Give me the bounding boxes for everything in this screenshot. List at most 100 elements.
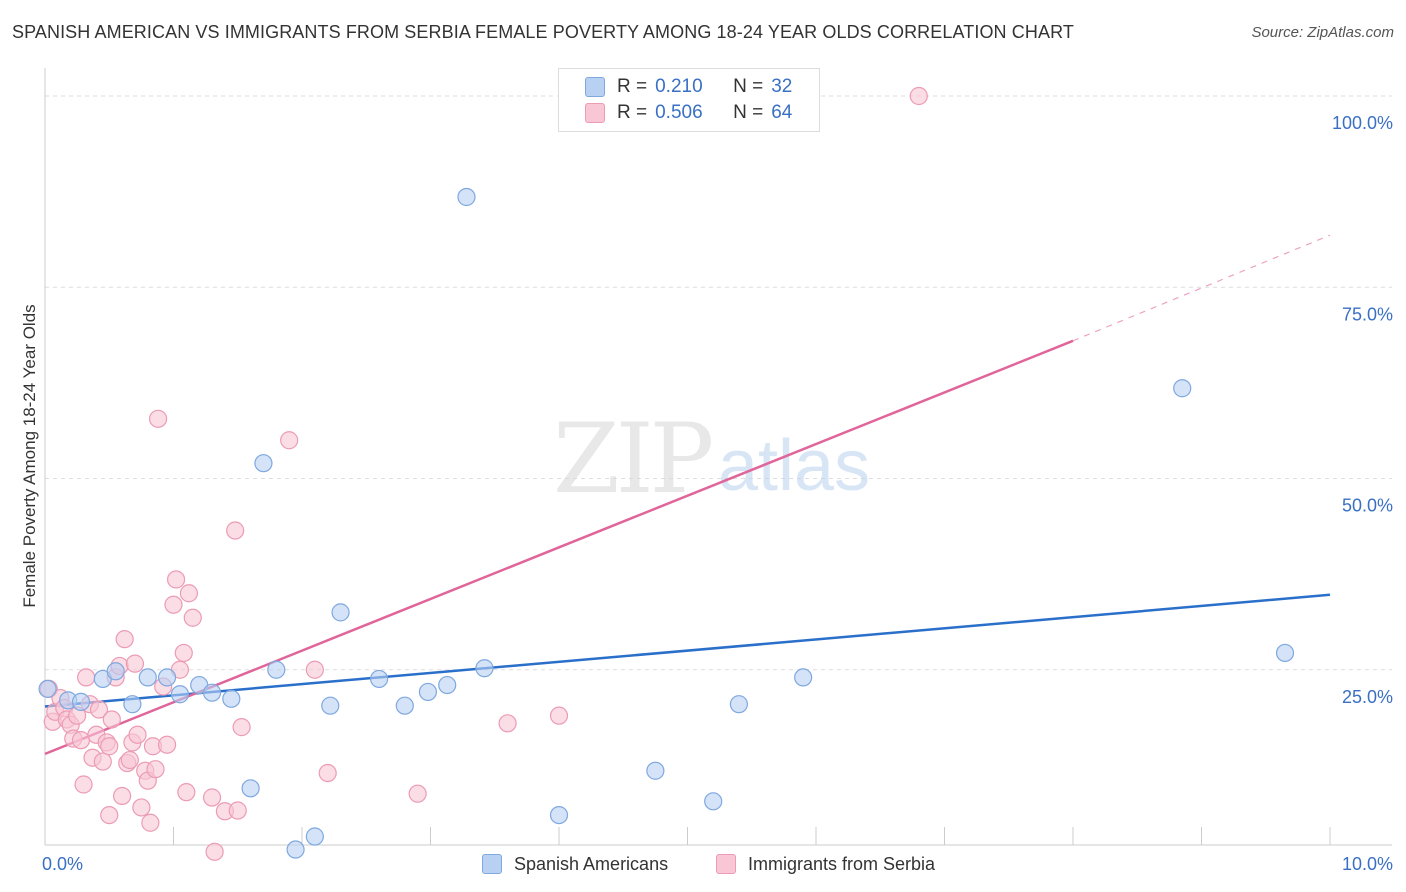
watermark: ZIP atlas bbox=[553, 403, 870, 515]
point-serbia bbox=[183, 608, 202, 627]
tick-labels: 25.0% 50.0% 75.0% 100.0% 0.0% 10.0% bbox=[42, 113, 1393, 874]
point-serbia bbox=[318, 763, 337, 783]
legend-r-label: R = bbox=[617, 76, 648, 97]
legend-n-label: N = bbox=[733, 76, 764, 97]
legend-swatch-blue bbox=[585, 77, 605, 97]
point-spanish bbox=[794, 668, 813, 687]
point-serbia bbox=[408, 784, 427, 803]
point-serbia bbox=[157, 735, 177, 754]
point-spanish bbox=[395, 696, 414, 715]
legend-swatch-pink bbox=[585, 103, 605, 123]
point-serbia bbox=[100, 805, 119, 825]
point-serbia bbox=[280, 431, 299, 450]
y-axis-label: Female Poverty Among 18-24 Year Olds bbox=[20, 304, 39, 608]
point-spanish bbox=[729, 695, 749, 714]
point-spanish bbox=[438, 675, 457, 695]
point-serbia bbox=[498, 714, 517, 733]
y-tick-label: 25.0% bbox=[1342, 687, 1393, 707]
point-serbia bbox=[909, 86, 928, 106]
trend-line-serbia-extension bbox=[1072, 234, 1331, 342]
point-serbia bbox=[305, 660, 324, 679]
point-serbia bbox=[112, 786, 132, 806]
point-spanish bbox=[418, 682, 438, 702]
point-serbia bbox=[89, 700, 109, 719]
point-spanish bbox=[267, 660, 286, 679]
bottom-legend-serbia: Immigrants from Serbia bbox=[716, 852, 935, 876]
legend-row-serbia: R = 0.506 N = 64 bbox=[585, 101, 792, 125]
point-serbia bbox=[125, 654, 145, 673]
trend-lines bbox=[44, 234, 1331, 756]
point-spanish bbox=[370, 669, 389, 689]
point-serbia bbox=[226, 521, 245, 540]
bottom-legend-swatch-blue bbox=[482, 854, 502, 874]
point-spanish bbox=[170, 685, 190, 704]
legend-r-value: 0.506 bbox=[655, 102, 703, 123]
point-serbia bbox=[100, 737, 119, 756]
point-spanish bbox=[286, 840, 305, 859]
point-spanish bbox=[222, 689, 241, 708]
point-serbia bbox=[77, 668, 96, 687]
bottom-legend-label: Immigrants from Serbia bbox=[748, 853, 936, 874]
point-spanish bbox=[157, 668, 177, 687]
legend-r-label: R = bbox=[617, 102, 648, 123]
point-spanish bbox=[241, 779, 260, 798]
point-serbia bbox=[74, 775, 93, 794]
point-serbia bbox=[166, 570, 186, 589]
point-serbia bbox=[132, 798, 151, 817]
x-tick-label-start: 0.0% bbox=[42, 854, 83, 874]
point-serbia bbox=[148, 409, 168, 428]
point-spanish bbox=[202, 683, 222, 702]
point-serbia bbox=[93, 752, 112, 771]
point-serbia bbox=[202, 788, 222, 807]
grid bbox=[45, 95, 1392, 671]
y-tick-label: 50.0% bbox=[1342, 496, 1393, 516]
x-tick-label-end: 10.0% bbox=[1342, 854, 1393, 874]
y-tick-label: 100.0% bbox=[1332, 113, 1393, 133]
legend-n-label: N = bbox=[733, 102, 764, 123]
watermark-zip: ZIP bbox=[553, 403, 712, 515]
point-spanish bbox=[704, 792, 723, 811]
trend-line-spanish bbox=[44, 593, 1331, 708]
data-points bbox=[38, 86, 1295, 861]
legend-r-value: 0.210 bbox=[655, 76, 703, 97]
point-serbia bbox=[228, 801, 247, 820]
point-serbia bbox=[164, 595, 183, 614]
point-serbia bbox=[120, 750, 139, 770]
point-spanish bbox=[331, 603, 350, 622]
point-serbia bbox=[177, 783, 196, 802]
point-spanish bbox=[646, 761, 665, 780]
point-serbia bbox=[102, 710, 121, 729]
point-serbia bbox=[128, 725, 147, 744]
point-serbia bbox=[174, 643, 193, 663]
point-serbia bbox=[205, 842, 224, 861]
bottom-legend-spanish: Spanish Americans bbox=[482, 852, 668, 876]
point-spanish bbox=[1173, 379, 1192, 398]
bottom-legend-swatch-pink bbox=[716, 854, 736, 874]
point-serbia bbox=[232, 718, 251, 737]
legend-n-value: 64 bbox=[771, 102, 793, 123]
point-spanish bbox=[1275, 643, 1295, 663]
point-spanish bbox=[38, 679, 57, 698]
point-spanish bbox=[321, 696, 340, 715]
point-serbia bbox=[141, 813, 160, 832]
point-serbia bbox=[179, 584, 199, 603]
source-label: Source: ZipAtlas.com bbox=[1251, 24, 1394, 41]
point-serbia bbox=[146, 760, 165, 779]
chart-title: SPANISH AMERICAN VS IMMIGRANTS FROM SERB… bbox=[12, 22, 1074, 42]
point-spanish bbox=[123, 695, 142, 714]
point-serbia bbox=[115, 630, 134, 649]
point-spanish bbox=[254, 454, 273, 473]
legend-row-spanish: R = 0.210 N = 32 bbox=[585, 75, 792, 99]
axes bbox=[44, 68, 1392, 846]
point-spanish bbox=[305, 827, 324, 846]
point-spanish bbox=[71, 692, 91, 711]
correlation-legend: R = 0.210 N = 32 R = 0.506 N = 64 bbox=[558, 68, 820, 132]
point-spanish bbox=[475, 659, 494, 678]
legend-n-value: 32 bbox=[771, 76, 793, 97]
point-serbia bbox=[71, 731, 91, 750]
point-spanish bbox=[457, 187, 476, 207]
point-spanish bbox=[138, 668, 157, 687]
watermark-atlas: atlas bbox=[718, 426, 870, 506]
y-tick-label: 75.0% bbox=[1342, 304, 1393, 324]
